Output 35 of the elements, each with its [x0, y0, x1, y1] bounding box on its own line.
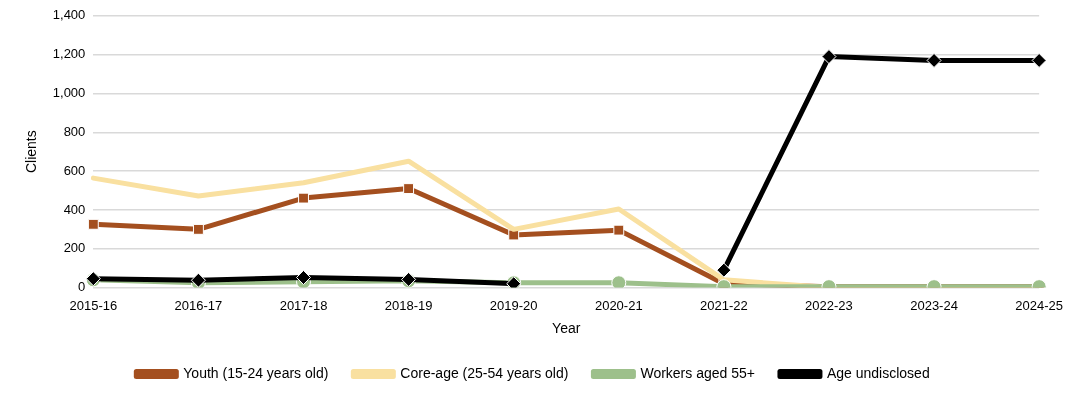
point: [821, 49, 837, 65]
x-tick-label: 2021-22: [700, 297, 748, 313]
x-tick-label: 2022-23: [805, 297, 853, 313]
point: [613, 224, 625, 236]
y-tick-label: 400: [63, 201, 86, 217]
legend-label: Workers aged 55+: [640, 364, 755, 381]
legend-label: Youth (15-24 years old): [183, 364, 329, 381]
y-tick-label: 600: [63, 162, 86, 178]
x-axis-title: Year: [552, 320, 581, 337]
x-tick-label: 2018-19: [384, 297, 433, 313]
legend-label: Age undisclosed: [826, 364, 930, 381]
point: [611, 275, 627, 288]
x-tick-label: 2015-16: [69, 297, 118, 313]
x-tick-label: 2019-20: [489, 297, 538, 313]
legend-label: Core-age (25-54 years old): [400, 364, 569, 381]
point: [87, 218, 99, 230]
y-tick-label: 200: [63, 240, 86, 256]
x-tick-label: 2020-21: [594, 297, 643, 313]
x-tick-label: 2024-25: [1015, 297, 1063, 313]
x-tick-label: 2023-24: [910, 297, 958, 313]
y-tick-label: 1,400: [52, 7, 86, 23]
point: [192, 223, 204, 235]
y-axis-title: Clients: [23, 130, 40, 174]
point: [403, 183, 415, 195]
point: [1031, 52, 1047, 68]
point: [716, 262, 732, 278]
y-tick-label: 1,200: [52, 46, 86, 62]
x-tick-label: 2016-17: [174, 297, 223, 313]
point: [296, 270, 312, 286]
y-tick-label: 1,000: [52, 85, 86, 101]
y-tick-label: 0: [78, 279, 86, 295]
point: [298, 192, 309, 204]
x-tick-label: 2017-18: [279, 297, 328, 313]
point: [926, 52, 942, 68]
y-tick-label: 800: [63, 123, 86, 139]
